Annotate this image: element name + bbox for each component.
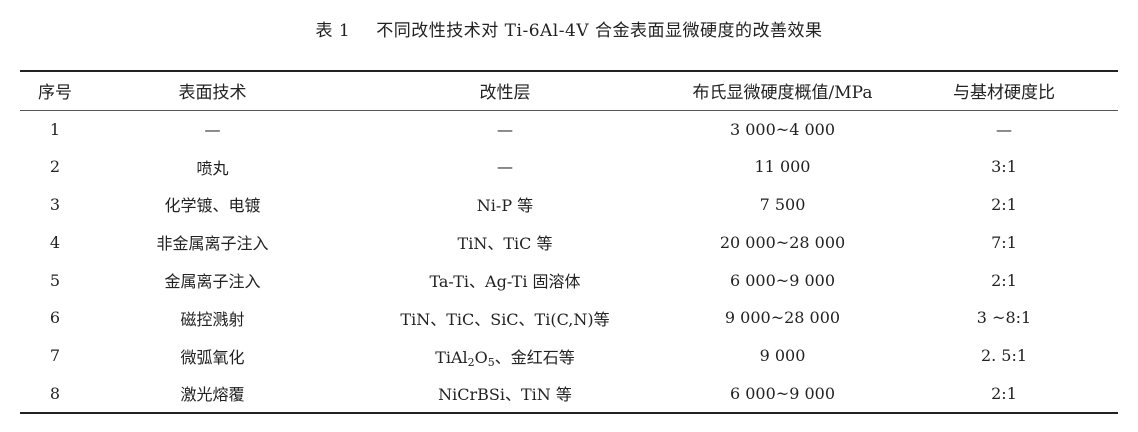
cell-hardness: 9 000 bbox=[759, 346, 806, 366]
cell-index: 1 bbox=[49, 119, 61, 139]
table-row: 1 — — 3 000~4 000 — bbox=[20, 110, 1118, 148]
cell-ratio: 7:1 bbox=[991, 232, 1017, 252]
cell-index: 6 bbox=[49, 308, 61, 328]
cell-technique: 激光熔覆 bbox=[180, 385, 245, 405]
table-title: 不同改性技术对 Ti-6Al-4V 合金表面显微硬度的改善效果 bbox=[376, 21, 823, 41]
cell-technique: 金属离子注入 bbox=[164, 272, 261, 292]
cell-ratio: 3 ~8:1 bbox=[976, 308, 1032, 328]
table-caption: 表 1 不同改性技术对 Ti-6Al-4V 合金表面显微硬度的改善效果 bbox=[0, 16, 1138, 41]
subscript: 5 bbox=[487, 355, 495, 369]
cell-hardness: 11 000 bbox=[754, 157, 811, 177]
header-hardness: 布氏显微硬度概值/MPa bbox=[675, 71, 890, 111]
cell-index: 5 bbox=[49, 270, 61, 290]
table-row: 7 微弧氧化 TiAl2O5、金红石等 9 000 2. 5:1 bbox=[20, 337, 1118, 375]
cell-layer: Ta-Ti、Ag-Ti 固溶体 bbox=[429, 272, 581, 292]
cell-ratio: 2:1 bbox=[991, 194, 1017, 214]
cell-layer: TiN、TiC 等 bbox=[457, 234, 553, 254]
cell-ratio: 3:1 bbox=[991, 157, 1017, 177]
cell-technique: 微弧氧化 bbox=[180, 347, 245, 367]
header-layer: 改性层 bbox=[335, 71, 675, 111]
header-ratio: 与基材硬度比 bbox=[890, 71, 1118, 111]
cell-ratio: 2:1 bbox=[991, 270, 1017, 290]
text-part: 、金红石等 bbox=[494, 347, 575, 367]
bottom-rule bbox=[20, 412, 1118, 414]
cell-layer: TiN、TiC、SiC、Ti(C,N)等 bbox=[400, 309, 610, 329]
cell-layer: — bbox=[497, 157, 513, 177]
cell-hardness: 20 000~28 000 bbox=[719, 232, 846, 252]
header-index: 序号 bbox=[20, 71, 90, 111]
table-row: 6 磁控溅射 TiN、TiC、SiC、Ti(C,N)等 9 000~28 000 3 ~… bbox=[20, 299, 1118, 337]
cell-ratio: — bbox=[996, 119, 1012, 139]
cell-index: 4 bbox=[49, 232, 61, 252]
cell-index: 2 bbox=[49, 157, 61, 177]
cell-technique: 喷丸 bbox=[196, 158, 229, 178]
text-part: TiAl bbox=[435, 347, 468, 367]
cell-ratio: 2:1 bbox=[991, 383, 1017, 403]
header-row: 序号 表面技术 改性层 布氏显微硬度概值/MPa 与基材硬度比 bbox=[20, 71, 1118, 111]
cell-ratio: 2. 5:1 bbox=[980, 346, 1028, 366]
cell-technique: 磁控溅射 bbox=[180, 309, 245, 329]
cell-hardness: 3 000~4 000 bbox=[729, 119, 835, 139]
hardness-table: 序号 表面技术 改性层 布氏显微硬度概值/MPa 与基材硬度比 1 — — 3 000… bbox=[20, 71, 1118, 412]
header-technique: 表面技术 bbox=[90, 71, 335, 111]
cell-layer: TiAl2O5、金红石等 bbox=[335, 337, 675, 375]
text-part: O bbox=[474, 347, 488, 367]
cell-index: 8 bbox=[49, 383, 61, 403]
cell-technique: — bbox=[204, 119, 221, 139]
cell-hardness: 6 000~9 000 bbox=[729, 383, 835, 403]
table-row: 2 喷丸 — 11 000 3:1 bbox=[20, 148, 1118, 186]
cell-layer: Ni-P 等 bbox=[476, 196, 534, 216]
cell-index: 7 bbox=[49, 346, 61, 366]
cell-layer: NiCrBSi、TiN 等 bbox=[438, 385, 572, 405]
cell-layer: — bbox=[497, 119, 513, 139]
cell-technique: 非金属离子注入 bbox=[156, 234, 269, 254]
cell-index: 3 bbox=[49, 194, 61, 214]
table-number: 表 1 bbox=[315, 21, 351, 41]
table-row: 3 化学镀、电镀 Ni-P 等 7 500 2:1 bbox=[20, 186, 1118, 224]
subscript: 2 bbox=[467, 355, 475, 369]
table-row: 4 非金属离子注入 TiN、TiC 等 20 000~28 000 7:1 bbox=[20, 223, 1118, 261]
table-row: 5 金属离子注入 Ta-Ti、Ag-Ti 固溶体 6 000~9 000 2:1 bbox=[20, 261, 1118, 299]
cell-hardness: 6 000~9 000 bbox=[729, 270, 835, 290]
cell-hardness: 9 000~28 000 bbox=[724, 308, 841, 328]
table-row: 8 激光熔覆 NiCrBSi、TiN 等 6 000~9 000 2:1 bbox=[20, 375, 1118, 413]
cell-hardness: 7 500 bbox=[759, 194, 806, 214]
cell-technique: 化学镀、电镀 bbox=[164, 196, 261, 216]
